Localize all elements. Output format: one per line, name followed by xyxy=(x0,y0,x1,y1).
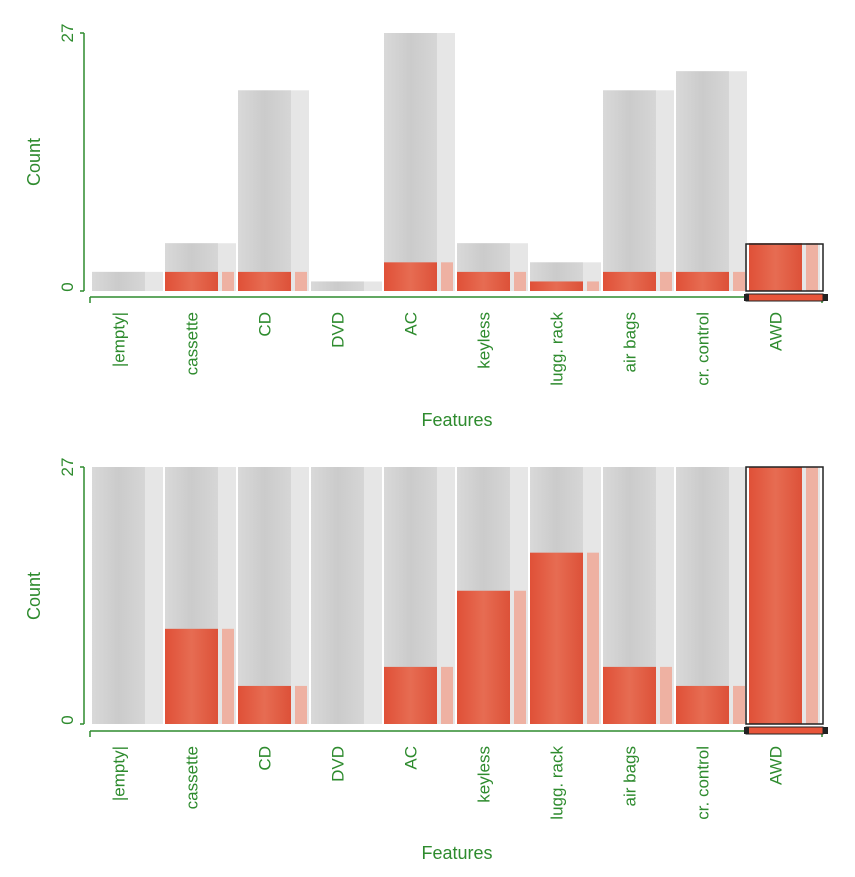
x-tick-label-awd: AWD xyxy=(767,312,786,351)
x-tick-label-lugg-rack: lugg. rack xyxy=(548,746,567,820)
bar-highlight-keyless[interactable] xyxy=(457,590,510,724)
x-tick-label-ac: AC xyxy=(402,746,421,770)
x-tick-label-cr-control: cr. control xyxy=(694,312,713,386)
bar-highlight-cr-control[interactable] xyxy=(676,685,729,724)
selection-handle-right[interactable] xyxy=(823,727,828,734)
selected-bar-frame[interactable] xyxy=(745,243,824,292)
bar-highlight-air-bags[interactable] xyxy=(603,271,656,291)
x-tick-labels-panel-2: |empty| cassette CD DVD AC keyless lugg. rack a… xyxy=(110,746,786,820)
bar-highlight-strip-cd xyxy=(295,685,307,724)
bar-highlight-strip-ac xyxy=(441,262,453,291)
x-tick-label-ac: AC xyxy=(402,312,421,336)
bar-highlight-cd[interactable] xyxy=(238,685,291,724)
bar-highlight-strip-cr-control xyxy=(733,271,745,291)
bar-highlight-awd[interactable] xyxy=(749,467,802,724)
bar-highlight-lugg-rack[interactable] xyxy=(530,281,583,291)
bar-total-cd[interactable] xyxy=(238,90,291,291)
bar-total-cd[interactable] xyxy=(238,467,291,724)
bar-highlight-cr-control[interactable] xyxy=(676,271,729,291)
bar-highlight-strip-keyless xyxy=(514,271,526,291)
bar-total-air-bags[interactable] xyxy=(603,90,656,291)
bar-highlight-strip-cassette xyxy=(222,628,234,724)
selection-handle-right[interactable] xyxy=(823,294,828,301)
panel-2: 27 0 Count |empty| cassette CD DVD AC keyless… xyxy=(24,458,828,863)
y-tick-label-max: 27 xyxy=(58,24,77,43)
y-tick-label-min: 0 xyxy=(58,715,77,724)
bar-highlight-air-bags[interactable] xyxy=(603,666,656,724)
bar-total-cr-control[interactable] xyxy=(676,71,729,291)
x-tick-label-cr-control: cr. control xyxy=(694,746,713,820)
x-tick-label-cd: CD xyxy=(256,312,275,337)
bar-highlight-strip-cassette xyxy=(222,271,234,291)
bar-highlight-ac[interactable] xyxy=(384,666,437,724)
x-tick-label-dvd: DVD xyxy=(329,312,348,348)
selection-range-bar[interactable] xyxy=(745,293,824,302)
selection-handle-left[interactable] xyxy=(744,727,749,734)
bar-highlight-strip-cr-control xyxy=(733,685,745,724)
selection-panel-1[interactable] xyxy=(744,243,828,302)
selection-panel-2[interactable] xyxy=(744,466,828,735)
bar-highlight-keyless[interactable] xyxy=(457,271,510,291)
x-tick-labels-panel-1: |empty| cassette CD DVD AC keyless lugg. rack a… xyxy=(110,312,786,386)
bar-highlight-strip-keyless xyxy=(514,590,526,724)
selection-range-bar[interactable] xyxy=(745,726,824,735)
bar-highlight-strip-cd xyxy=(295,271,307,291)
y-tick-label-min: 0 xyxy=(58,282,77,291)
bar-highlight-strip-awd xyxy=(806,467,818,724)
bar-highlight-cassette[interactable] xyxy=(165,628,218,724)
bar-highlight-strip-air-bags xyxy=(660,271,672,291)
selection-handle-left[interactable] xyxy=(744,294,749,301)
x-tick-label-empty: |empty| xyxy=(110,312,129,367)
bar-total-empty[interactable] xyxy=(92,467,145,724)
bar-highlight-strip-ac xyxy=(441,666,453,724)
x-tick-label-cassette: cassette xyxy=(183,312,202,375)
bar-highlight-cd[interactable] xyxy=(238,271,291,291)
bar-highlight-strip-awd xyxy=(806,243,818,291)
x-tick-label-empty: |empty| xyxy=(110,746,129,801)
y-axis-title: Count xyxy=(24,138,44,186)
x-axis-title: Features xyxy=(421,843,492,863)
bar-highlight-awd[interactable] xyxy=(749,243,802,291)
x-tick-label-air-bags: air bags xyxy=(621,746,640,806)
bar-highlight-strip-lugg-rack xyxy=(587,281,599,291)
bar-total-cr-control[interactable] xyxy=(676,467,729,724)
x-tick-label-cassette: cassette xyxy=(183,746,202,809)
x-tick-label-keyless: keyless xyxy=(475,312,494,369)
bars-panel-1 xyxy=(92,33,820,291)
bar-total-ac[interactable] xyxy=(384,33,437,291)
x-tick-label-dvd: DVD xyxy=(329,746,348,782)
bar-highlight-cassette[interactable] xyxy=(165,271,218,291)
bar-highlight-ac[interactable] xyxy=(384,262,437,291)
bar-total-empty[interactable] xyxy=(92,271,145,291)
bar-total-dvd[interactable] xyxy=(311,467,364,724)
bar-highlight-lugg-rack[interactable] xyxy=(530,552,583,724)
x-tick-label-keyless: keyless xyxy=(475,746,494,803)
x-axis-title: Features xyxy=(421,410,492,430)
x-tick-label-cd: CD xyxy=(256,746,275,771)
y-tick-label-max: 27 xyxy=(58,458,77,477)
x-tick-label-air-bags: air bags xyxy=(621,312,640,372)
bar-highlight-strip-air-bags xyxy=(660,666,672,724)
bar-total-dvd[interactable] xyxy=(311,281,364,291)
x-tick-label-awd: AWD xyxy=(767,746,786,785)
selected-bar-frame[interactable] xyxy=(745,466,824,725)
x-tick-label-lugg-rack: lugg. rack xyxy=(548,312,567,386)
panel-1: 27 0 Count |empty| cassette CD DVD AC keyless… xyxy=(24,24,828,430)
bar-highlight-strip-lugg-rack xyxy=(587,552,599,724)
y-axis-title: Count xyxy=(24,572,44,620)
bars-panel-2 xyxy=(92,467,820,724)
